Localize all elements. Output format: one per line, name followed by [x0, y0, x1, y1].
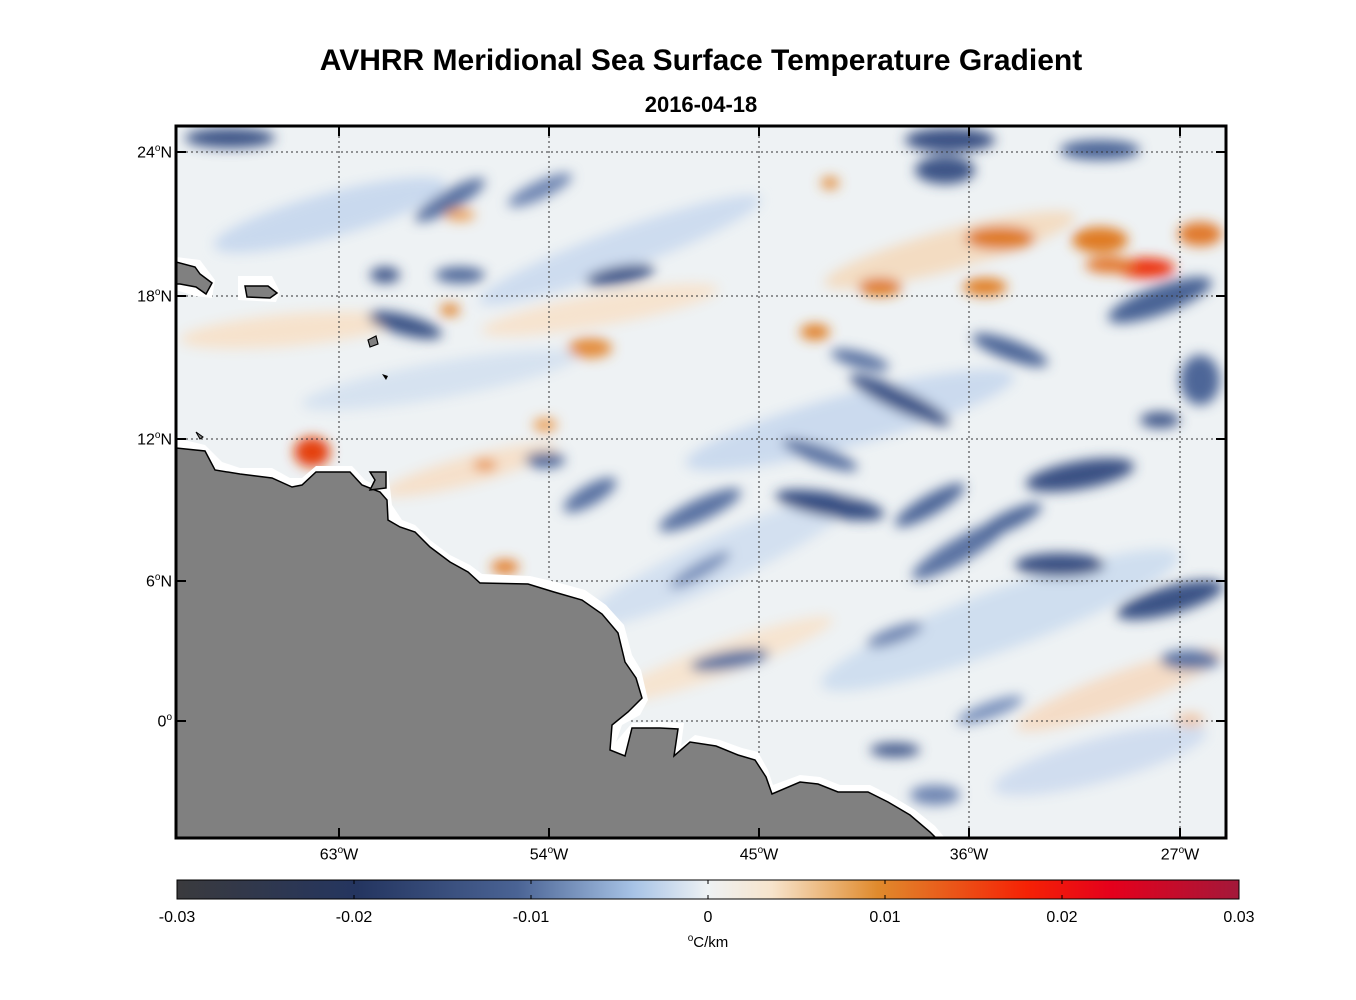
lat-label-18n: 18oN — [137, 287, 172, 306]
lon-label-63w: 63oW — [319, 845, 359, 864]
colorbar-label-neg002: -0.02 — [335, 909, 373, 926]
lat-label-12n: 12oN — [137, 430, 172, 449]
lon-label-27w: 27oW — [1160, 845, 1200, 864]
axis-ticks — [176, 126, 1226, 838]
colorbar-label-neg001: -0.01 — [512, 909, 550, 926]
lon-label-45w: 45oW — [739, 845, 779, 864]
colorbar-label-neg003: -0.03 — [158, 909, 196, 926]
caribbean-islands — [176, 257, 388, 380]
map-frame — [174, 124, 1228, 840]
colorbar-label-002: 0.02 — [1046, 909, 1078, 926]
colorbar-ticks — [353, 880, 1063, 899]
south-america-landmass — [176, 431, 945, 838]
colorbar-label-zero: 0 — [703, 909, 713, 926]
colorbar-label-003: 0.03 — [1223, 909, 1255, 926]
colorbar-unit: oC/km — [687, 933, 729, 951]
lat-label-6n: 6oN — [145, 572, 172, 591]
sst-gradient-field — [180, 128, 1224, 805]
lat-label-24n: 24oN — [137, 143, 172, 162]
colorbar-label-001: 0.01 — [869, 909, 901, 926]
map-date: 2016-04-18 — [644, 92, 758, 117]
lon-label-36w: 36oW — [949, 845, 989, 864]
lon-label-54w: 54oW — [529, 845, 569, 864]
lat-label-0: 0o — [157, 712, 172, 731]
map-title: AVHRR Meridional Sea Surface Temperature… — [319, 44, 1083, 77]
